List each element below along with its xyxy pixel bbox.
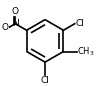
Text: N: N <box>12 19 19 28</box>
Text: Cl: Cl <box>75 19 84 28</box>
Text: Cl: Cl <box>41 76 50 85</box>
Text: CH$_3$: CH$_3$ <box>77 45 94 58</box>
Text: O: O <box>2 23 9 32</box>
Text: O: O <box>12 7 19 16</box>
